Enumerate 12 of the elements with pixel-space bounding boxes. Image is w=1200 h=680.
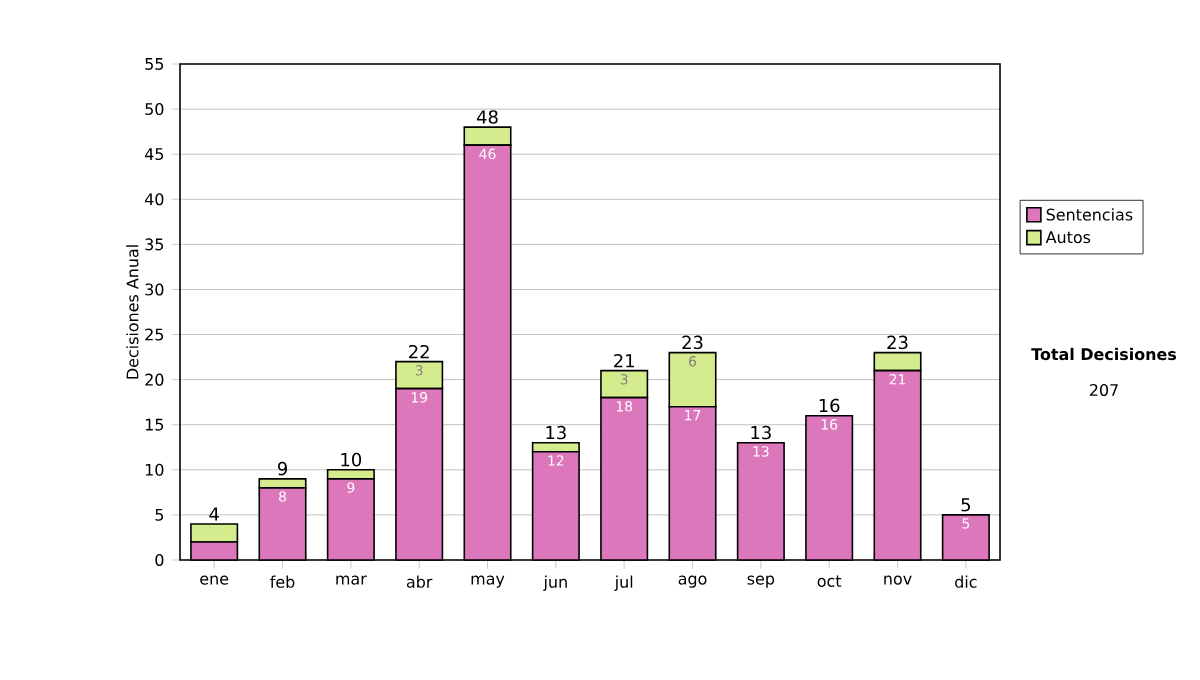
total-label: 16 <box>819 398 840 413</box>
total-label: 13 <box>751 425 771 440</box>
total-label: 9 <box>277 461 287 476</box>
total-label: 23 <box>682 335 703 350</box>
total-label: 4 <box>209 507 219 521</box>
total-label: 5 <box>961 498 970 512</box>
total-label: 21 <box>614 353 634 368</box>
total-label: 10 <box>341 452 362 467</box>
total-label: 48 <box>476 110 498 124</box>
total-label: 22 <box>409 344 429 359</box>
total-label: 23 <box>887 335 908 350</box>
total-label: 13 <box>546 425 566 440</box>
